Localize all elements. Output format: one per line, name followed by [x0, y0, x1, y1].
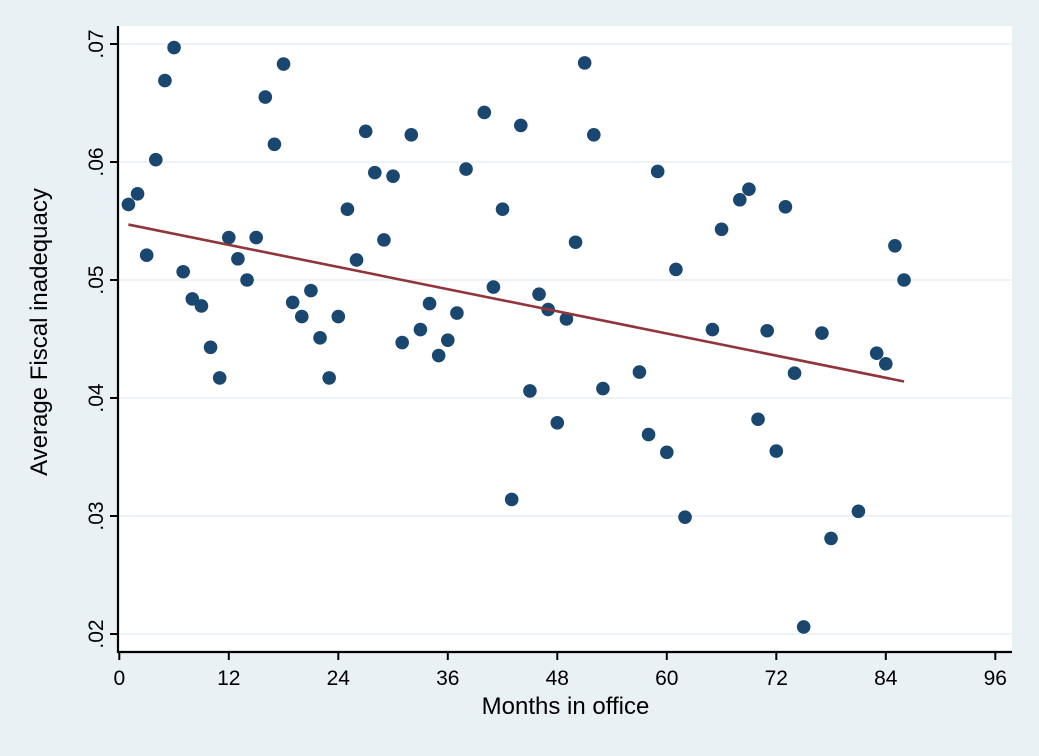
- data-point: [121, 197, 136, 212]
- data-point: [194, 299, 209, 313]
- x-tick-label: 96: [984, 667, 1007, 690]
- x-axis-title: Months in office: [481, 693, 650, 720]
- data-point: [897, 273, 911, 287]
- data-point: [769, 444, 784, 458]
- data-point: [851, 504, 866, 519]
- data-point: [587, 128, 601, 142]
- data-point: [733, 192, 747, 207]
- data-point: [222, 230, 236, 245]
- data-point: [331, 309, 346, 324]
- data-point: [431, 348, 446, 363]
- x-tick-label: 60: [655, 667, 678, 690]
- data-point: [340, 202, 355, 216]
- data-point: [441, 333, 455, 347]
- data-point: [139, 248, 154, 263]
- data-point: [787, 366, 802, 381]
- data-point: [377, 233, 391, 247]
- data-point: [550, 415, 565, 430]
- y-tick-label: .02: [85, 619, 108, 648]
- data-point: [650, 164, 665, 179]
- data-point: [231, 251, 245, 266]
- data-point: [596, 381, 610, 396]
- data-point: [386, 169, 400, 183]
- data-point: [678, 510, 692, 524]
- data-point: [568, 235, 583, 250]
- data-point: [304, 283, 318, 298]
- data-point: [295, 309, 309, 324]
- data-point: [815, 326, 829, 340]
- data-point: [185, 292, 200, 306]
- data-point: [313, 331, 327, 345]
- data-point: [450, 306, 464, 320]
- data-point: [532, 287, 546, 301]
- data-point: [368, 165, 382, 180]
- data-point: [714, 222, 729, 237]
- data-point: [751, 412, 765, 427]
- data-point: [632, 365, 647, 379]
- data-point: [276, 57, 291, 71]
- data-point: [358, 124, 373, 139]
- data-point: [495, 202, 510, 216]
- data-point: [149, 152, 163, 167]
- data-point: [422, 296, 437, 311]
- fit-line: [128, 223, 905, 383]
- data-point: [796, 620, 811, 634]
- data-point: [669, 262, 683, 277]
- x-tick-label: 12: [217, 667, 240, 690]
- data-point: [267, 137, 282, 152]
- data-point: [486, 280, 501, 294]
- data-point: [395, 335, 409, 350]
- data-point: [577, 56, 592, 70]
- data-point: [879, 356, 893, 371]
- data-point: [249, 230, 263, 245]
- y-tick-label: .06: [85, 147, 108, 176]
- y-tick-label: .03: [85, 501, 108, 530]
- data-point: [504, 492, 519, 507]
- x-tick-label: 0: [113, 667, 125, 690]
- data-point: [176, 264, 190, 279]
- data-point: [212, 371, 227, 385]
- data-point: [660, 445, 674, 460]
- y-tick-label: .05: [85, 265, 108, 294]
- data-point: [459, 162, 473, 176]
- data-point: [130, 187, 145, 201]
- data-point: [523, 384, 537, 398]
- data-point: [413, 322, 428, 337]
- data-point: [705, 322, 720, 337]
- data-point: [888, 238, 902, 253]
- x-tick-label: 72: [765, 667, 788, 690]
- data-point: [742, 182, 756, 196]
- y-axis-title: Average Fiscal inadequacy: [26, 188, 53, 476]
- data-point: [349, 253, 364, 267]
- plot-area: [119, 26, 1012, 653]
- x-tick-label: 24: [327, 667, 351, 690]
- x-tick-label: 48: [546, 667, 569, 690]
- data-point: [322, 371, 336, 385]
- x-tick-label: 84: [874, 667, 898, 690]
- y-tick-label: .07: [85, 29, 108, 58]
- data-point: [167, 40, 181, 55]
- data-point: [869, 346, 884, 360]
- data-point: [778, 200, 793, 214]
- data-point: [203, 340, 218, 355]
- y-tick-label: .04: [85, 383, 108, 413]
- data-point: [240, 273, 254, 287]
- data-point: [477, 105, 492, 120]
- data-point: [404, 128, 419, 142]
- data-point: [514, 118, 528, 133]
- data-point: [285, 295, 300, 310]
- data-point: [760, 323, 774, 338]
- data-point: [641, 427, 656, 442]
- data-point: [559, 312, 574, 326]
- x-tick-label: 36: [436, 667, 459, 690]
- data-point: [824, 531, 838, 546]
- data-point: [258, 90, 273, 104]
- data-point: [158, 73, 172, 88]
